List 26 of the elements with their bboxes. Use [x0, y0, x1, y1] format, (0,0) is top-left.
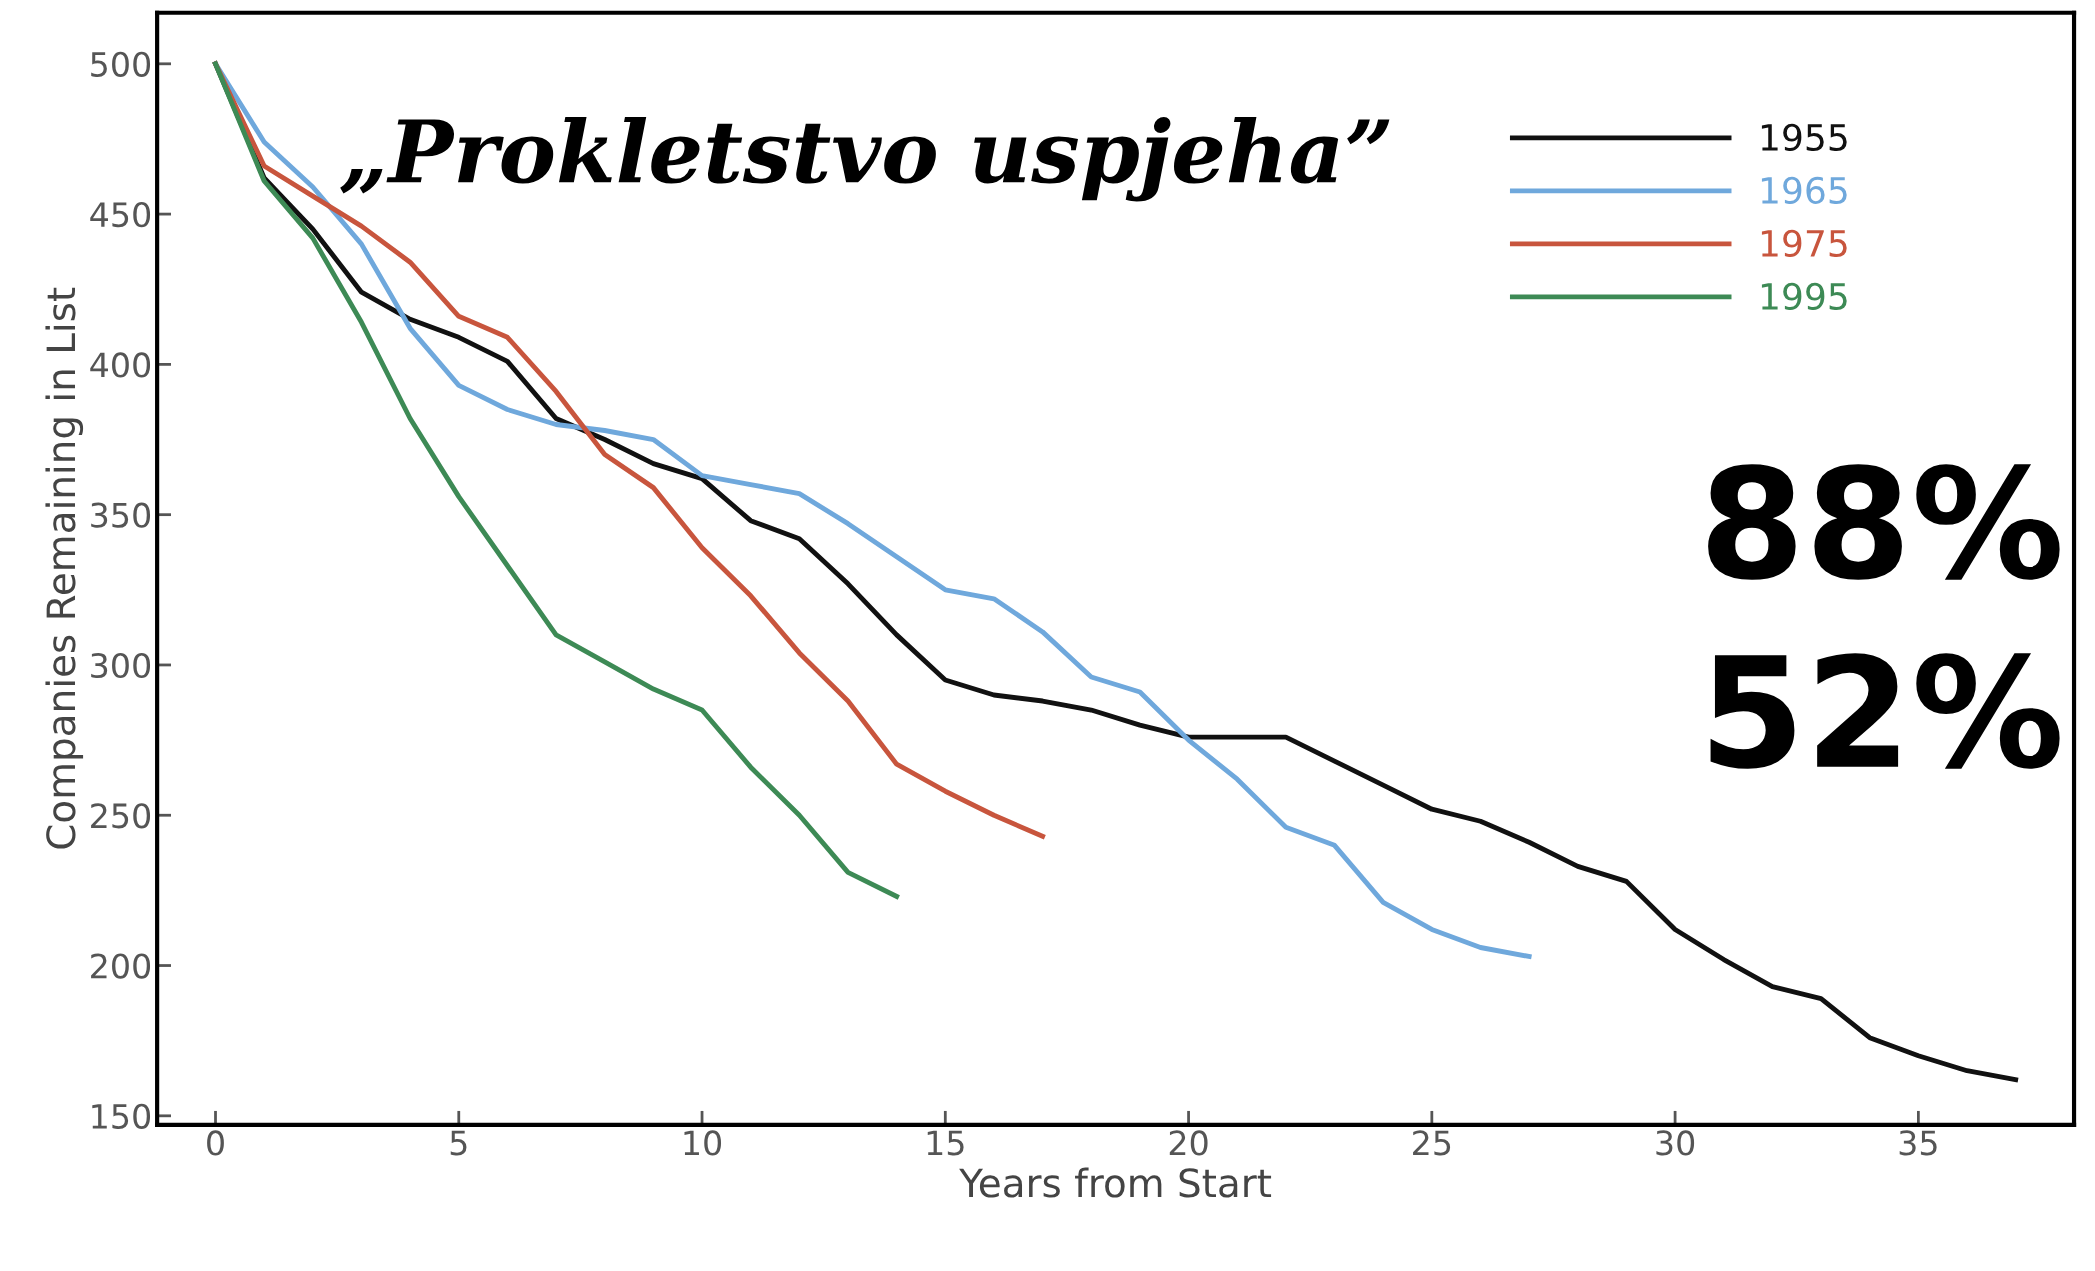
- x-tick-label: 25: [1413, 1130, 1451, 1156]
- y-tick-label: 350: [91, 502, 151, 528]
- y-tick-label: 150: [92, 1103, 151, 1129]
- annotation: 88%: [1708, 464, 2060, 580]
- y-tick-label: 500: [91, 51, 151, 77]
- x-tick-label: 10: [684, 1130, 722, 1156]
- text: 1955: [1761, 123, 1847, 152]
- x-axis-title: Years from Start: [959, 1167, 1272, 1198]
- y-tick-label: 400: [90, 352, 151, 378]
- text: 1995: [1761, 282, 1847, 311]
- y-tick-label: 300: [91, 652, 151, 679]
- text: 1975: [1761, 229, 1847, 258]
- x-tick-label: 35: [1899, 1130, 1937, 1156]
- annotation: 52%: [1710, 653, 2060, 769]
- line-series: [213, 61, 1532, 959]
- text: 1965: [1761, 176, 1847, 205]
- x-tick-label: 30: [1656, 1130, 1695, 1156]
- x-tick-label: 15: [927, 1130, 964, 1156]
- text: „Prokletstvo uspjeha”: [340, 116, 1390, 202]
- y-axis-title: Companies Remaining in List: [45, 287, 84, 849]
- x-tick-label: 0: [207, 1130, 224, 1156]
- y-tick-label: 250: [91, 803, 151, 829]
- x-tick-label: 20: [1169, 1130, 1208, 1156]
- y-tick-label: 200: [91, 953, 151, 979]
- x-tick-label: 5: [450, 1130, 467, 1156]
- y-tick-label: 450: [90, 202, 151, 228]
